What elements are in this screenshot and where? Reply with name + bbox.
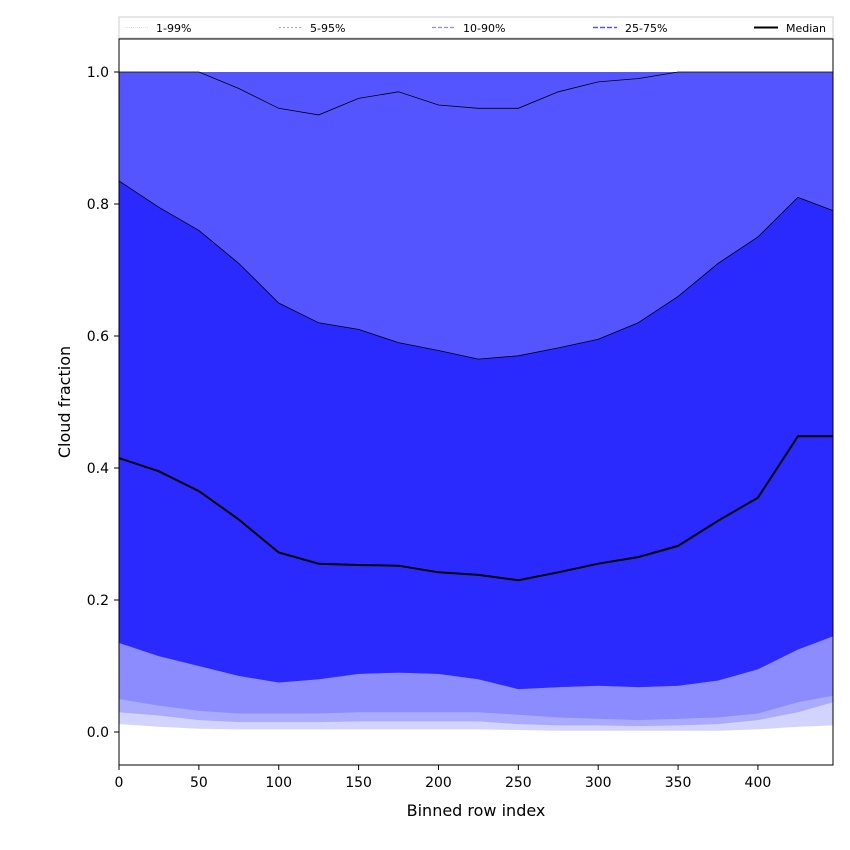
x-tick-label: 200: [425, 775, 452, 791]
x-tick-label: 0: [115, 775, 124, 791]
x-tick-label: 50: [190, 775, 208, 791]
x-tick-label: 100: [265, 775, 292, 791]
y-tick-label: 0.4: [87, 461, 109, 477]
legend-label-10-90: 10-90%: [463, 22, 505, 35]
x-tick-label: 300: [585, 775, 612, 791]
legend-label-25-75: 25-75%: [625, 22, 667, 35]
y-axis-label: Cloud fraction: [55, 346, 74, 458]
axes-frame: [118, 38, 834, 766]
y-tick-label: 0.0: [87, 725, 109, 741]
y-tick-label: 0.8: [87, 197, 109, 213]
x-tick-label: 400: [745, 775, 772, 791]
percentile-bands: [119, 72, 833, 731]
x-axis-label: Binned row index: [407, 801, 546, 820]
band-edge-line-2: [118, 180, 834, 360]
percentile-lines: [118, 71, 834, 582]
plot-area: [118, 71, 834, 731]
legend-label-1-99: 1-99%: [156, 22, 191, 35]
x-tick-label: 150: [345, 775, 372, 791]
y-axis-ticks: 0.0 0.2 0.4 0.6 0.8 1.0: [87, 65, 119, 741]
band-inner-band: [119, 180, 833, 690]
legend: 1-99% 5-95% 10-90% 25-75% Median: [118, 16, 834, 39]
y-tick-label: 0.6: [87, 329, 109, 345]
legend-label-median: Median: [786, 22, 826, 35]
y-tick-label: 1.0: [87, 65, 109, 81]
x-tick-label: 250: [505, 775, 532, 791]
x-axis-ticks: 0 50 100 150 200 250 300 350 400: [115, 765, 772, 791]
legend-label-5-95: 5-95%: [310, 22, 345, 35]
y-tick-label: 0.2: [87, 593, 109, 609]
median-line: [118, 435, 833, 582]
x-tick-label: 350: [665, 775, 692, 791]
band-edge-line-1: [119, 71, 833, 116]
